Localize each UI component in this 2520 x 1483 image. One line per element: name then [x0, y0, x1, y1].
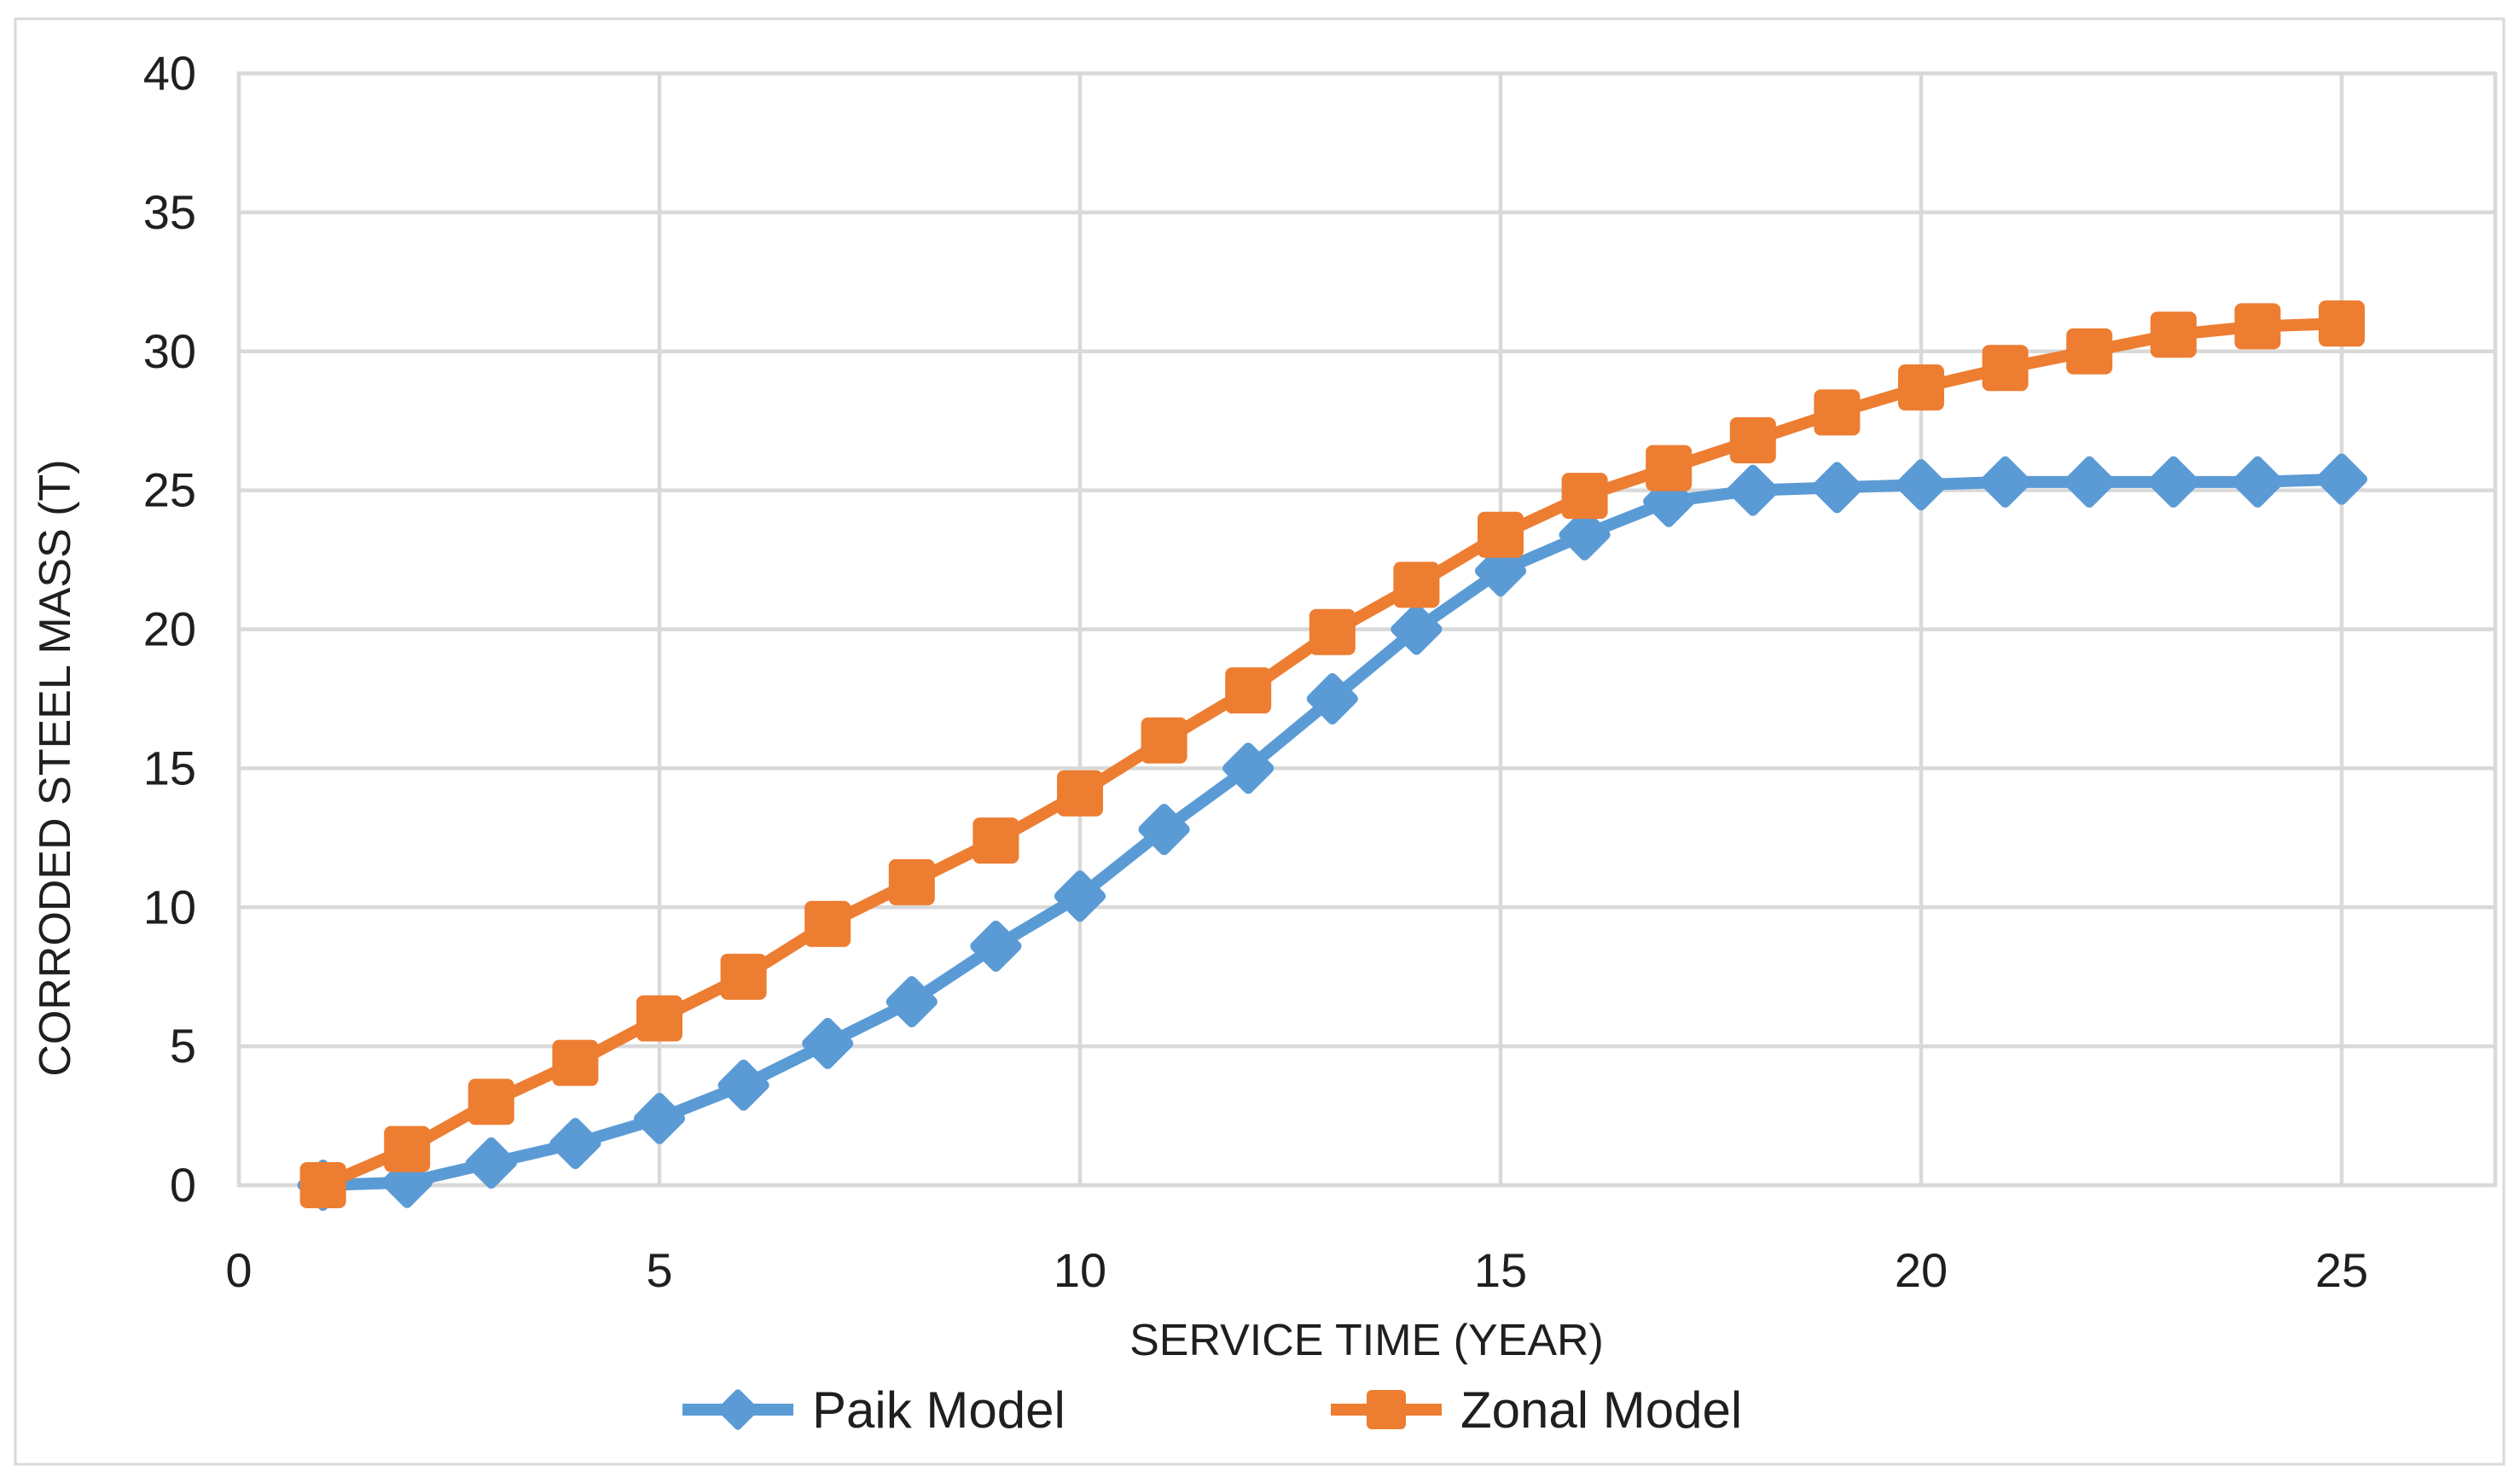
paik-model-line — [316, 473, 2348, 1191]
data-point-marker — [1895, 459, 1948, 511]
legend-label-paik: Paik Model — [812, 1381, 1065, 1439]
y-tick-label: 30 — [143, 324, 196, 378]
zonal-square-marker-icon — [1367, 1390, 1406, 1429]
data-point-marker — [802, 1017, 854, 1069]
data-point-marker — [1646, 445, 1693, 491]
data-point-marker — [1391, 603, 1443, 655]
data-point-marker — [1811, 462, 1863, 514]
x-tick-label: 0 — [225, 1243, 252, 1297]
data-point-marker — [1561, 473, 1608, 520]
data-point-marker — [1393, 561, 1440, 608]
data-point-marker — [885, 975, 938, 1028]
data-point-marker — [717, 1059, 769, 1111]
data-point-marker — [804, 900, 851, 947]
data-point-marker — [888, 858, 935, 905]
y-tick-label: 10 — [143, 880, 196, 933]
data-point-marker — [1141, 717, 1187, 764]
x-tick-label: 15 — [1474, 1243, 1527, 1297]
x-tick-label: 10 — [1054, 1243, 1106, 1297]
data-point-marker — [633, 1092, 686, 1144]
data-point-marker — [1309, 608, 1356, 655]
plot-border — [236, 71, 2498, 1188]
data-point-marker — [970, 920, 1022, 972]
legend-item-zonal[interactable]: Zonal Model — [1331, 1381, 1742, 1439]
legend-label-zonal: Zonal Model — [1460, 1381, 1742, 1439]
data-point-marker — [1478, 511, 1524, 558]
data-point-marker — [636, 995, 682, 1042]
paik-diamond-marker-icon — [717, 1389, 758, 1430]
data-point-marker — [552, 1039, 599, 1086]
y-tick-label: 25 — [143, 463, 196, 517]
x-axis-title: SERVICE TIME (YEAR) — [1129, 1316, 1604, 1365]
y-axis-title: CORRODED STEEL MASS (T) — [31, 459, 80, 1076]
axis-tick-labels: 0 5 10 15 20 25 30 35 40 0 5 10 15 20 25 — [143, 46, 2368, 1297]
figure-border — [14, 17, 2505, 1466]
data-point-marker — [973, 817, 1019, 864]
data-point-marker — [1729, 416, 1776, 463]
data-point-marker — [1057, 770, 1103, 817]
data-point-marker — [1138, 803, 1190, 856]
y-tick-label: 15 — [143, 741, 196, 794]
data-point-marker — [1474, 545, 1527, 597]
data-point-marker — [2147, 456, 2199, 508]
x-tick-label: 25 — [2315, 1243, 2368, 1297]
data-point-marker — [1054, 870, 1106, 922]
x-tick-label: 5 — [646, 1243, 672, 1297]
y-tick-label: 20 — [143, 602, 196, 656]
data-point-marker — [2150, 311, 2197, 358]
data-point-marker — [1306, 672, 1358, 724]
series-plot — [297, 300, 2368, 1212]
data-point-marker — [2066, 328, 2113, 375]
data-point-marker — [465, 1137, 517, 1189]
y-tick-label: 35 — [143, 185, 196, 239]
data-point-marker — [384, 1125, 431, 1172]
zonal-model-line — [316, 317, 2348, 1191]
data-point-marker — [1979, 456, 2031, 508]
data-point-marker — [1222, 742, 1275, 794]
data-point-marker — [1814, 389, 1861, 436]
x-tick-label: 20 — [1895, 1243, 1948, 1297]
gridlines — [236, 71, 2498, 1188]
data-point-marker — [2232, 456, 2284, 508]
data-point-marker — [549, 1118, 601, 1170]
data-point-marker — [467, 1079, 514, 1125]
data-point-marker — [1727, 464, 1779, 516]
data-point-marker — [1982, 345, 2029, 392]
data-point-marker — [720, 953, 767, 1000]
y-tick-label: 5 — [170, 1019, 196, 1073]
legend: Paik Model Zonal Model — [682, 1381, 1742, 1439]
data-point-marker — [2315, 453, 2368, 505]
data-point-marker — [299, 1162, 346, 1208]
legend-item-paik[interactable]: Paik Model — [682, 1381, 1065, 1439]
y-tick-label: 0 — [170, 1158, 196, 1212]
data-point-marker — [1559, 509, 1611, 561]
data-point-marker — [2319, 300, 2365, 347]
data-point-marker — [1225, 667, 1272, 714]
data-point-marker — [2234, 303, 2281, 350]
y-tick-label: 40 — [143, 46, 196, 100]
data-point-marker — [2064, 456, 2116, 508]
data-point-marker — [1898, 364, 1944, 411]
